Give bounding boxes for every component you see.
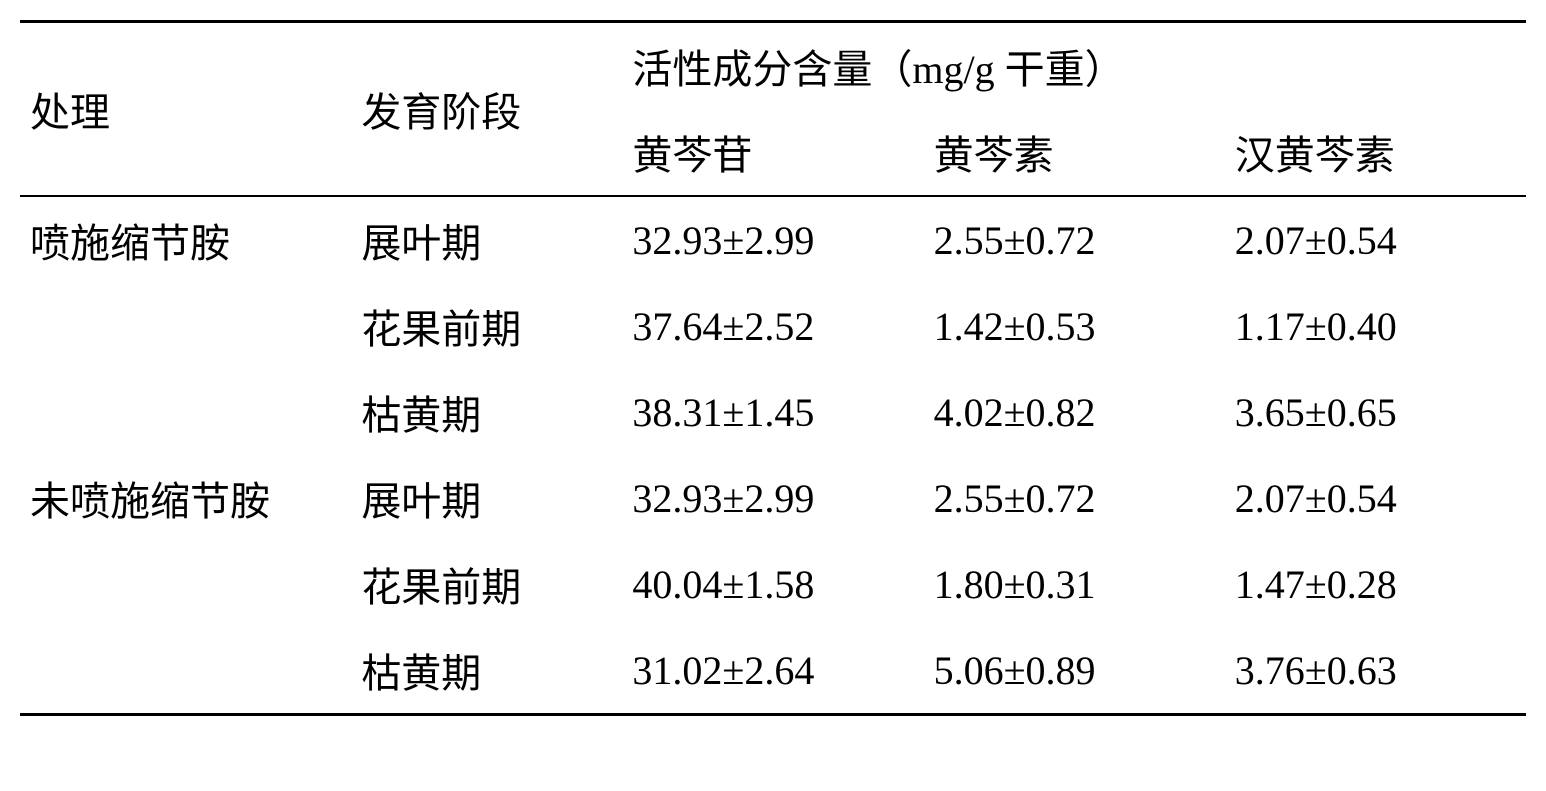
cell-stage: 枯黄期: [351, 369, 622, 455]
cell-treatment: [20, 369, 351, 455]
table-row: 枯黄期 38.31±1.45 4.02±0.82 3.65±0.65: [20, 369, 1526, 455]
header-sub-3: 汉黄芩素: [1225, 109, 1526, 196]
table-row: 未喷施缩节胺 展叶期 32.93±2.99 2.55±0.72 2.07±0.5…: [20, 455, 1526, 541]
cell-stage: 花果前期: [351, 283, 622, 369]
cell-value: 2.55±0.72: [924, 196, 1225, 283]
cell-value: 1.47±0.28: [1225, 541, 1526, 627]
cell-value: 1.17±0.40: [1225, 283, 1526, 369]
cell-treatment: [20, 627, 351, 715]
table-body: 喷施缩节胺 展叶期 32.93±2.99 2.55±0.72 2.07±0.54…: [20, 196, 1526, 715]
cell-value: 3.76±0.63: [1225, 627, 1526, 715]
cell-value: 4.02±0.82: [924, 369, 1225, 455]
header-treatment: 处理: [20, 22, 351, 197]
cell-value: 2.55±0.72: [924, 455, 1225, 541]
cell-stage: 花果前期: [351, 541, 622, 627]
table-row: 花果前期 37.64±2.52 1.42±0.53 1.17±0.40: [20, 283, 1526, 369]
table-header: 处理 发育阶段 活性成分含量（mg/g 干重） 黄芩苷 黄芩素 汉黄芩素: [20, 22, 1526, 197]
data-table: 处理 发育阶段 活性成分含量（mg/g 干重） 黄芩苷 黄芩素 汉黄芩素 喷施缩…: [20, 20, 1526, 716]
cell-value: 31.02±2.64: [622, 627, 923, 715]
cell-value: 40.04±1.58: [622, 541, 923, 627]
cell-value: 5.06±0.89: [924, 627, 1225, 715]
table-row: 喷施缩节胺 展叶期 32.93±2.99 2.55±0.72 2.07±0.54: [20, 196, 1526, 283]
table-row: 枯黄期 31.02±2.64 5.06±0.89 3.76±0.63: [20, 627, 1526, 715]
cell-value: 38.31±1.45: [622, 369, 923, 455]
cell-stage: 枯黄期: [351, 627, 622, 715]
header-group-title: 活性成分含量（mg/g 干重）: [622, 22, 1526, 110]
cell-stage: 展叶期: [351, 455, 622, 541]
header-sub-1: 黄芩苷: [622, 109, 923, 196]
cell-stage: 展叶期: [351, 196, 622, 283]
cell-value: 32.93±2.99: [622, 455, 923, 541]
cell-value: 32.93±2.99: [622, 196, 923, 283]
header-stage: 发育阶段: [351, 22, 622, 197]
cell-value: 1.42±0.53: [924, 283, 1225, 369]
cell-value: 1.80±0.31: [924, 541, 1225, 627]
cell-value: 2.07±0.54: [1225, 196, 1526, 283]
header-row-1: 处理 发育阶段 活性成分含量（mg/g 干重）: [20, 22, 1526, 110]
cell-treatment: 喷施缩节胺: [20, 196, 351, 283]
table-row: 花果前期 40.04±1.58 1.80±0.31 1.47±0.28: [20, 541, 1526, 627]
header-sub-2: 黄芩素: [924, 109, 1225, 196]
cell-treatment: [20, 541, 351, 627]
cell-treatment: [20, 283, 351, 369]
cell-value: 37.64±2.52: [622, 283, 923, 369]
cell-value: 3.65±0.65: [1225, 369, 1526, 455]
cell-value: 2.07±0.54: [1225, 455, 1526, 541]
cell-treatment: 未喷施缩节胺: [20, 455, 351, 541]
